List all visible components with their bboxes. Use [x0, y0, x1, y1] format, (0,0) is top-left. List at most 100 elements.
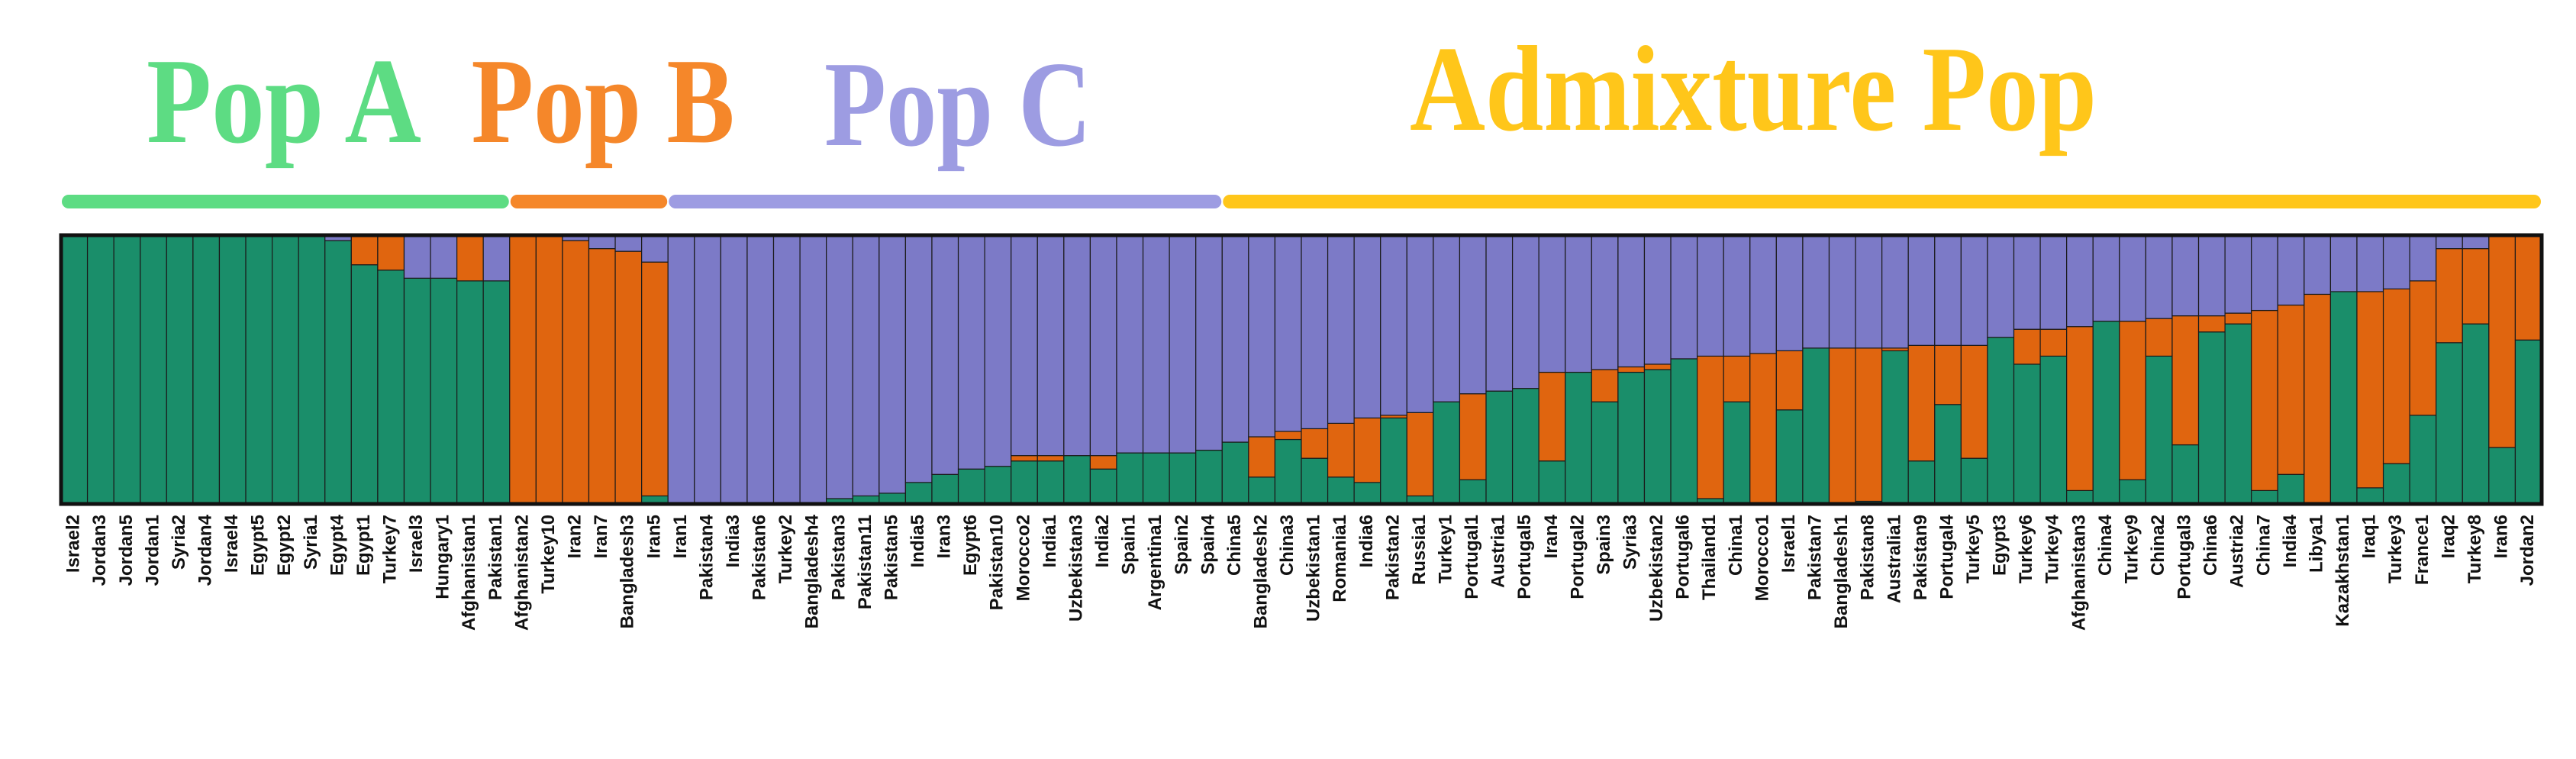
x-tick-label: Turkey9 — [2121, 515, 2142, 583]
bar-segment — [2356, 234, 2384, 292]
bar-segment — [2066, 489, 2094, 505]
x-tick-label: Pakistan11 — [855, 515, 875, 609]
bar-segment — [2382, 234, 2410, 290]
bar-segment — [2329, 291, 2358, 505]
bar-segment — [1643, 363, 1672, 370]
x-tick-label: Turkey6 — [2016, 515, 2036, 583]
bar-segment — [588, 248, 616, 505]
bar-segment — [1802, 347, 1830, 505]
x-tick-label: Israel1 — [1778, 515, 1799, 573]
bar-segment — [1089, 468, 1117, 505]
x-tick-label: Morocco2 — [1013, 515, 1033, 601]
bar-segment — [456, 280, 484, 505]
x-tick-label: Pakistan10 — [987, 515, 1008, 610]
bar-segment — [1617, 234, 1646, 368]
bar-segment — [1274, 431, 1302, 441]
x-tick-label: Syria1 — [301, 515, 321, 570]
x-tick-label: Egypt5 — [248, 515, 269, 576]
x-tick-label: Egypt2 — [274, 515, 295, 576]
bar-segment — [1775, 350, 1804, 411]
bar-segment — [1459, 479, 1487, 505]
x-tick-label: China6 — [2200, 515, 2221, 576]
bar-segment — [1011, 234, 1038, 457]
bar-segment — [1248, 436, 1276, 478]
bar-segment — [2462, 323, 2490, 505]
group-title: Pop B — [472, 33, 735, 169]
bar-segment — [1565, 234, 1592, 373]
bar-segment — [746, 234, 775, 505]
x-tick-label: Egypt3 — [1990, 515, 2010, 576]
bar-segment — [1037, 455, 1065, 462]
x-tick-label: Spain2 — [1172, 515, 1192, 575]
x-tick-label: Turkey1 — [1436, 515, 1456, 583]
bar-segment — [377, 234, 405, 271]
bar-segment — [2013, 328, 2041, 365]
bar-segment — [482, 280, 511, 505]
bar-segment — [1670, 358, 1698, 505]
x-tick-label: Afghanistan1 — [459, 515, 479, 631]
bar-segment — [1037, 234, 1065, 457]
x-tick-label: Egypt6 — [960, 515, 981, 576]
bar-segment — [1485, 390, 1514, 505]
bar-segment — [1327, 234, 1355, 424]
bar-segment — [2119, 321, 2146, 480]
x-tick-label: Israel3 — [406, 515, 427, 573]
x-tick-label: Turkey3 — [2385, 515, 2406, 583]
bar-segment — [1511, 234, 1539, 389]
bar-segment — [1116, 452, 1144, 505]
bar-segment — [1697, 355, 1724, 499]
bar-segment — [2171, 444, 2200, 505]
x-tick-label: Uzbekistan3 — [1066, 515, 1086, 622]
bar-segment — [1380, 234, 1407, 416]
x-tick-label: Pakistan4 — [696, 514, 717, 600]
bar-segment — [1327, 422, 1355, 478]
bar-segment — [1248, 476, 1276, 505]
bar-segment — [1011, 460, 1038, 505]
bar-segment — [2197, 331, 2226, 505]
bar-segment — [245, 234, 273, 505]
bar-segment — [2039, 328, 2068, 357]
bar-segment — [588, 234, 616, 250]
bar-segment — [1301, 457, 1329, 505]
bar-segment — [1011, 455, 1038, 462]
bar-segment — [403, 277, 431, 505]
bar-segment — [324, 240, 352, 505]
x-tick-label: Uzbekistan1 — [1304, 515, 1324, 622]
x-tick-label: Iran6 — [2491, 515, 2511, 558]
bar-segment — [720, 234, 748, 505]
bar-segment — [1591, 369, 1619, 402]
x-tick-label: Kazakhstan1 — [2333, 515, 2353, 627]
x-tick-label: Jordan4 — [195, 514, 216, 586]
bar-segment — [667, 234, 695, 505]
bar-segment — [2436, 234, 2463, 250]
x-tick-label: Bangladesh1 — [1831, 515, 1852, 628]
x-tick-label: India3 — [723, 515, 743, 567]
x-tick-label: Pakistan8 — [1858, 515, 1878, 600]
x-tick-label: Bangladesh3 — [617, 515, 638, 628]
bar-segment — [904, 482, 933, 505]
bar-segment — [1749, 353, 1777, 505]
x-tick-label: Australia1 — [1884, 515, 1904, 603]
bar-segment — [192, 234, 221, 505]
x-tick-label: Jordan1 — [142, 515, 163, 586]
x-tick-label: Turkey7 — [380, 515, 401, 583]
bar-segment — [1301, 234, 1329, 430]
x-tick-label: India1 — [1040, 515, 1060, 567]
x-tick-label: Portugal4 — [1936, 514, 1957, 599]
bar-segment — [1643, 234, 1672, 365]
bar-segment — [2119, 479, 2146, 505]
bar-segment — [1274, 438, 1302, 505]
bar-segment — [1221, 234, 1249, 443]
bar-segment — [60, 234, 89, 505]
bar-segment — [2514, 339, 2542, 505]
x-tick-label: Iran4 — [1541, 514, 1562, 558]
bar-segment — [403, 234, 431, 279]
group-title: Pop C — [824, 36, 1091, 172]
x-tick-label: Portugal2 — [1567, 515, 1588, 599]
bar-segment — [166, 234, 194, 505]
bar-segment — [879, 234, 906, 494]
bar-segment — [1565, 371, 1592, 505]
x-tick-label: China2 — [2148, 515, 2168, 576]
bar-segment — [2382, 463, 2410, 505]
